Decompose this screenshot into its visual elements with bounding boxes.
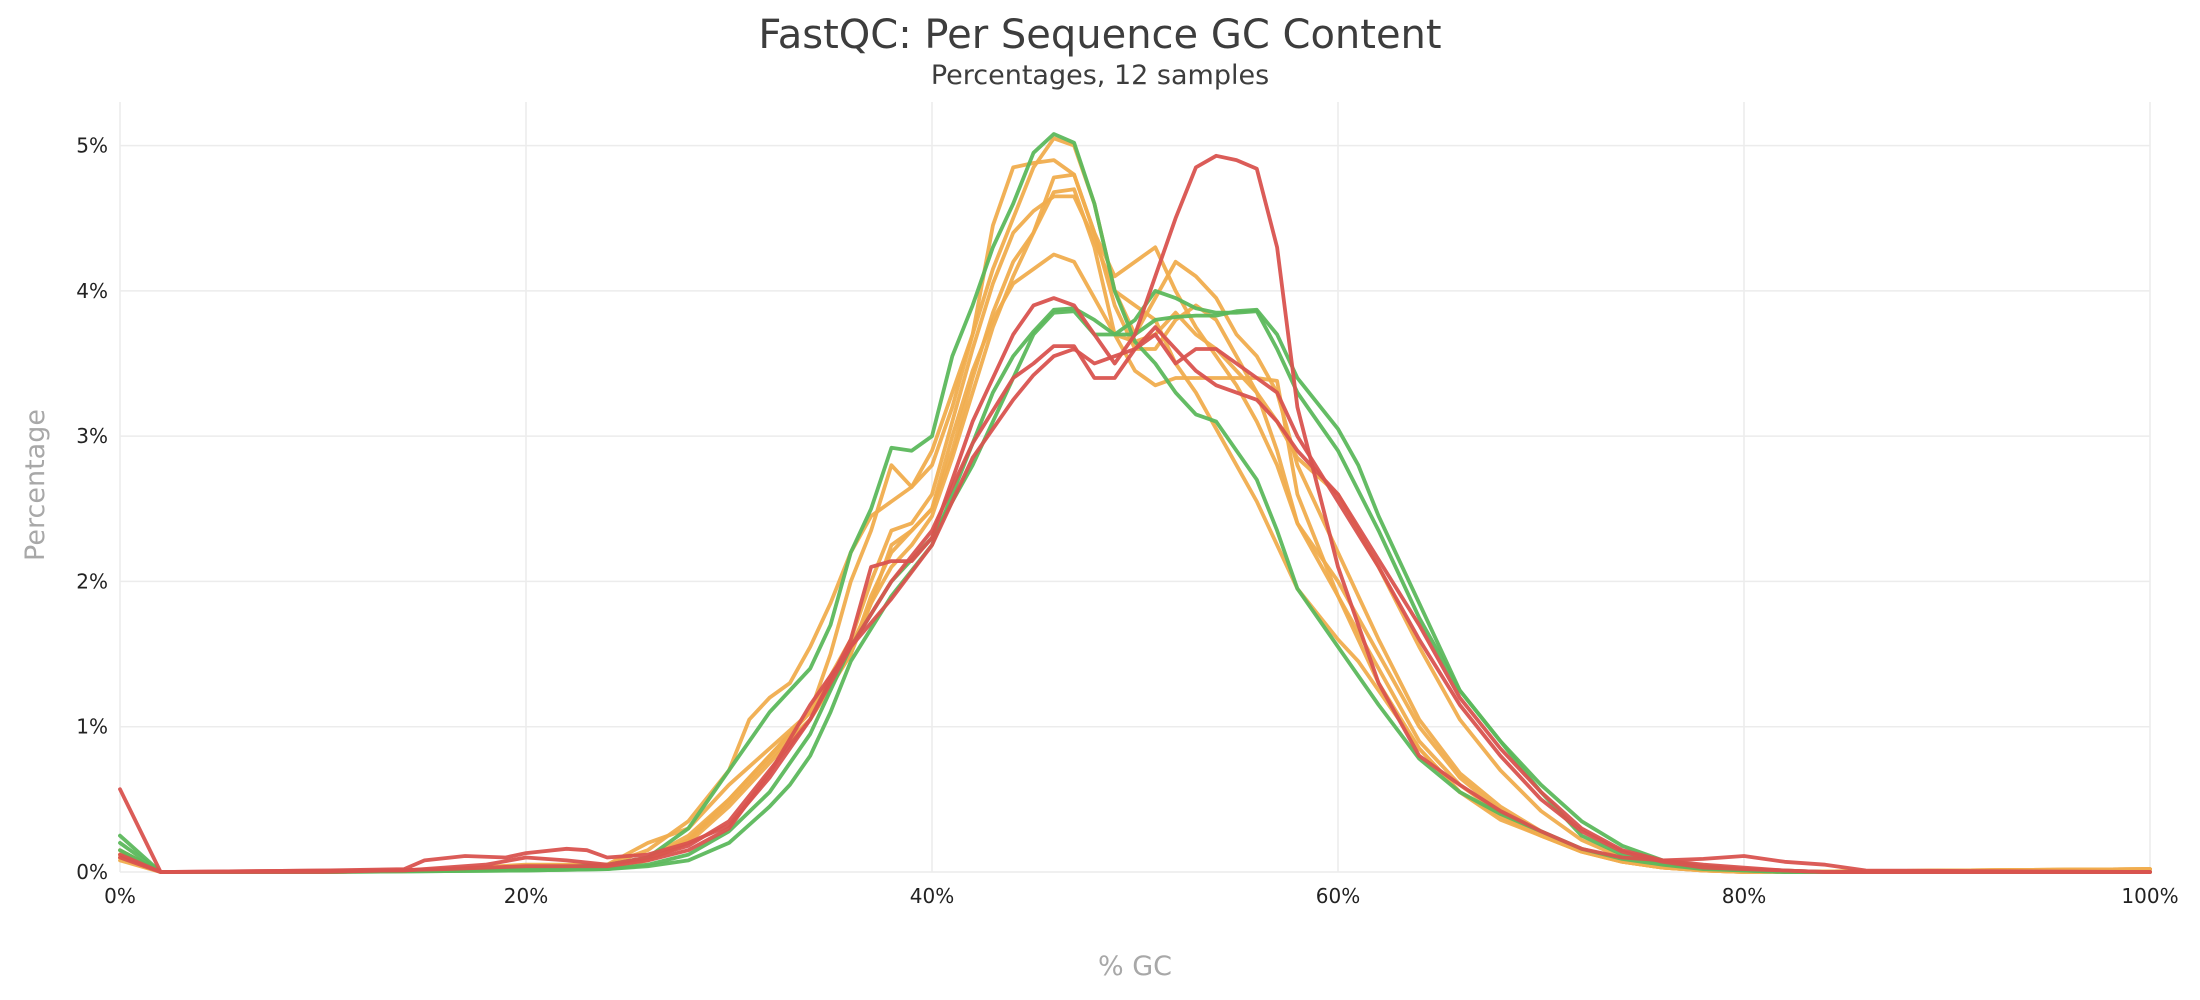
series-line-warn-9[interactable]: [118, 194, 2152, 874]
series-line-warn-10[interactable]: [118, 187, 2152, 874]
x-tick-label: 20%: [504, 884, 548, 908]
series-line-fail-3[interactable]: [118, 332, 2152, 874]
y-tick-label: 2%: [76, 569, 108, 593]
series-line-warn-11[interactable]: [118, 252, 2152, 874]
series-line-fail-1[interactable]: [118, 153, 2152, 874]
x-tick-label: 40%: [910, 884, 954, 908]
x-tick-label: 100%: [2121, 884, 2178, 908]
x-axis-ticks: 0% 20% 40% 60% 80% 100%: [104, 884, 2178, 908]
x-tick-label: 80%: [1722, 884, 1766, 908]
x-axis-title: % GC: [1098, 951, 1172, 982]
y-axis-title: Percentage: [20, 409, 51, 561]
y-axis-ticks: 0% 1% 2% 3% 4% 5%: [76, 134, 108, 884]
x-tick-label: 0%: [104, 884, 136, 908]
series-line-warn-7[interactable]: [118, 136, 2152, 874]
grid-layer: [119, 102, 2151, 873]
y-tick-label: 1%: [76, 715, 108, 739]
series-line-pass-6[interactable]: [118, 306, 2152, 874]
x-tick-label: 60%: [1316, 884, 1360, 908]
series-line-pass-4[interactable]: [118, 132, 2152, 874]
series-line-fail-2[interactable]: [118, 325, 2152, 874]
y-tick-label: 4%: [76, 279, 108, 303]
y-tick-label: 0%: [76, 860, 108, 884]
y-tick-label: 5%: [76, 134, 108, 158]
series-layer: [118, 132, 2152, 874]
series-line-warn-12[interactable]: [118, 172, 2152, 874]
y-tick-label: 3%: [76, 424, 108, 448]
chart-title: FastQC: Per Sequence GC Content: [758, 12, 1441, 58]
series-line-pass-5[interactable]: [118, 289, 2152, 874]
series-line-warn-8[interactable]: [118, 158, 2152, 874]
chart-subtitle: Percentages, 12 samples: [931, 60, 1269, 91]
